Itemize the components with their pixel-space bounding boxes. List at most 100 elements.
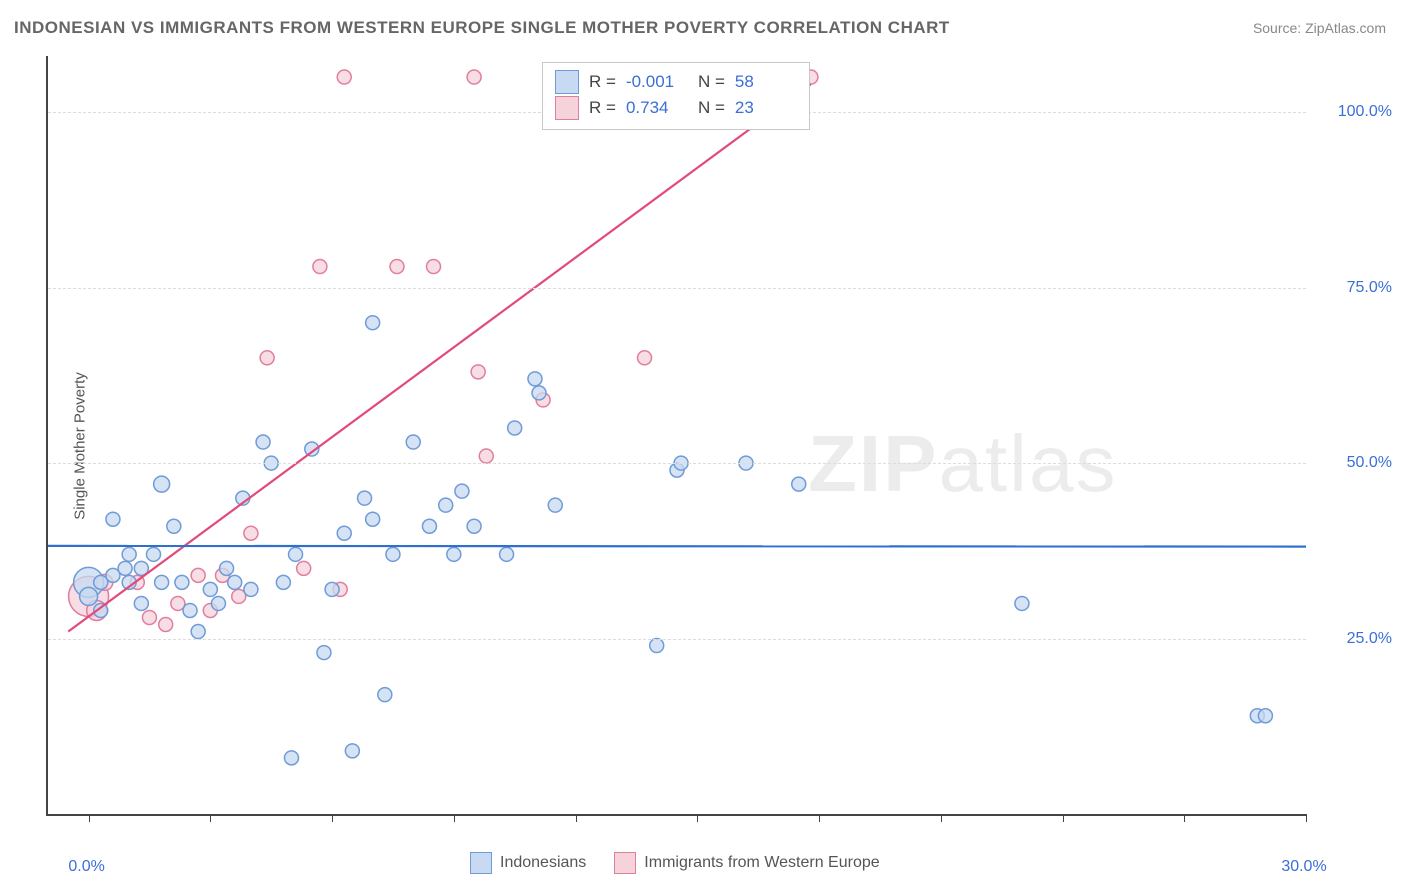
trend-line xyxy=(48,546,1306,547)
data-point xyxy=(455,484,469,498)
data-point xyxy=(345,744,359,758)
data-point xyxy=(358,491,372,505)
data-point xyxy=(337,70,351,84)
data-point xyxy=(366,316,380,330)
x-tick xyxy=(454,814,455,822)
plot-area: ZIPatlas xyxy=(46,56,1306,816)
data-point xyxy=(228,575,242,589)
data-point xyxy=(528,372,542,386)
legend-n-value-b: 23 xyxy=(735,95,797,121)
correlation-legend: R = -0.001 N = 58 R = 0.734 N = 23 xyxy=(542,62,810,130)
data-point xyxy=(422,519,436,533)
y-tick-label: 75.0% xyxy=(1347,279,1392,297)
data-point xyxy=(447,547,461,561)
data-point xyxy=(471,365,485,379)
data-point xyxy=(154,476,170,492)
series-legend-item-a: Indonesians xyxy=(470,852,586,874)
data-point xyxy=(122,547,136,561)
x-tick-label: 0.0% xyxy=(68,858,104,876)
data-point xyxy=(211,596,225,610)
data-point xyxy=(155,575,169,589)
x-tick xyxy=(819,814,820,822)
data-point xyxy=(106,512,120,526)
data-point xyxy=(439,498,453,512)
legend-r-label: R = xyxy=(589,69,616,95)
data-point xyxy=(191,568,205,582)
y-tick-label: 50.0% xyxy=(1347,454,1392,472)
legend-n-label: N = xyxy=(698,95,725,121)
data-point xyxy=(532,386,546,400)
data-point xyxy=(366,512,380,526)
y-tick-label: 25.0% xyxy=(1347,630,1392,648)
data-point xyxy=(427,260,441,274)
y-tick-label: 100.0% xyxy=(1338,103,1392,121)
legend-n-value-a: 58 xyxy=(735,69,797,95)
x-tick xyxy=(697,814,698,822)
data-point xyxy=(325,582,339,596)
data-point xyxy=(508,421,522,435)
data-point xyxy=(80,587,98,605)
data-point xyxy=(284,751,298,765)
data-point xyxy=(244,526,258,540)
series-legend-item-b: Immigrants from Western Europe xyxy=(614,852,879,874)
legend-r-value-a: -0.001 xyxy=(626,69,688,95)
data-point xyxy=(792,477,806,491)
scatter-svg xyxy=(48,56,1306,814)
x-tick xyxy=(941,814,942,822)
data-point xyxy=(313,260,327,274)
chart-title: INDONESIAN VS IMMIGRANTS FROM WESTERN EU… xyxy=(14,18,950,38)
data-point xyxy=(220,561,234,575)
data-point xyxy=(175,575,189,589)
series-name-b: Immigrants from Western Europe xyxy=(644,854,879,872)
legend-swatch-a xyxy=(555,70,579,94)
x-tick xyxy=(210,814,211,822)
correlation-legend-row-a: R = -0.001 N = 58 xyxy=(555,69,797,95)
x-tick xyxy=(89,814,90,822)
series-name-a: Indonesians xyxy=(500,854,586,872)
legend-n-label: N = xyxy=(698,69,725,95)
data-point xyxy=(406,435,420,449)
x-tick xyxy=(1184,814,1185,822)
data-point xyxy=(297,561,311,575)
data-point xyxy=(244,582,258,596)
gridline xyxy=(48,463,1306,464)
data-point xyxy=(650,639,664,653)
data-point xyxy=(142,610,156,624)
source-label: Source: ZipAtlas.com xyxy=(1253,20,1386,36)
x-tick xyxy=(1306,814,1307,822)
legend-swatch-b xyxy=(614,852,636,874)
data-point xyxy=(159,618,173,632)
data-point xyxy=(317,646,331,660)
data-point xyxy=(289,547,303,561)
x-tick-label: 30.0% xyxy=(1281,858,1326,876)
x-tick xyxy=(332,814,333,822)
x-tick xyxy=(576,814,577,822)
gridline xyxy=(48,639,1306,640)
data-point xyxy=(500,547,514,561)
legend-swatch-b xyxy=(555,96,579,120)
data-point xyxy=(191,625,205,639)
x-tick xyxy=(1063,814,1064,822)
data-point xyxy=(467,519,481,533)
data-point xyxy=(167,519,181,533)
data-point xyxy=(548,498,562,512)
data-point xyxy=(1258,709,1272,723)
data-point xyxy=(390,260,404,274)
data-point xyxy=(183,603,197,617)
data-point xyxy=(467,70,481,84)
chart-container: INDONESIAN VS IMMIGRANTS FROM WESTERN EU… xyxy=(0,0,1406,892)
data-point xyxy=(1015,596,1029,610)
correlation-legend-row-b: R = 0.734 N = 23 xyxy=(555,95,797,121)
legend-swatch-a xyxy=(470,852,492,874)
data-point xyxy=(256,435,270,449)
data-point xyxy=(378,688,392,702)
gridline xyxy=(48,288,1306,289)
trend-line xyxy=(68,84,811,631)
legend-r-value-b: 0.734 xyxy=(626,95,688,121)
data-point xyxy=(337,526,351,540)
series-legend: Indonesians Immigrants from Western Euro… xyxy=(470,852,880,874)
data-point xyxy=(147,547,161,561)
data-point xyxy=(118,561,132,575)
legend-r-label: R = xyxy=(589,95,616,121)
data-point xyxy=(638,351,652,365)
